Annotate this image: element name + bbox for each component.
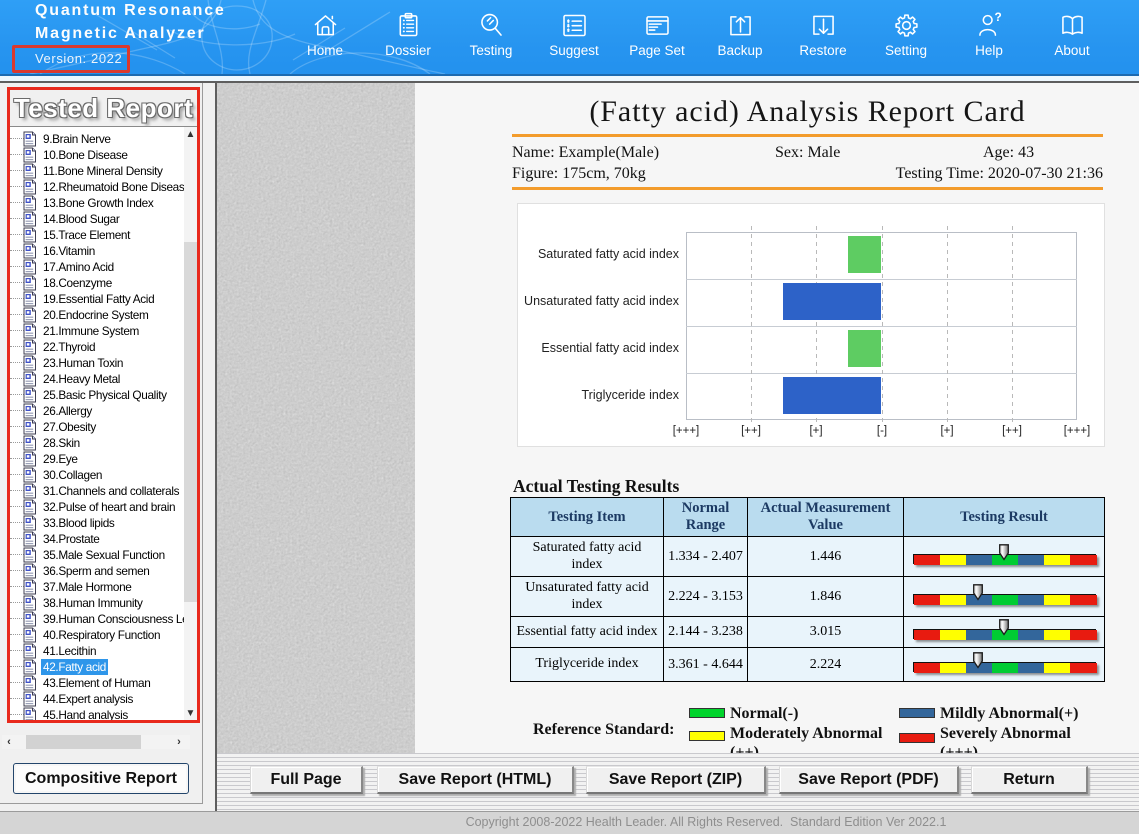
svg-text:?: ? [995, 10, 1002, 24]
